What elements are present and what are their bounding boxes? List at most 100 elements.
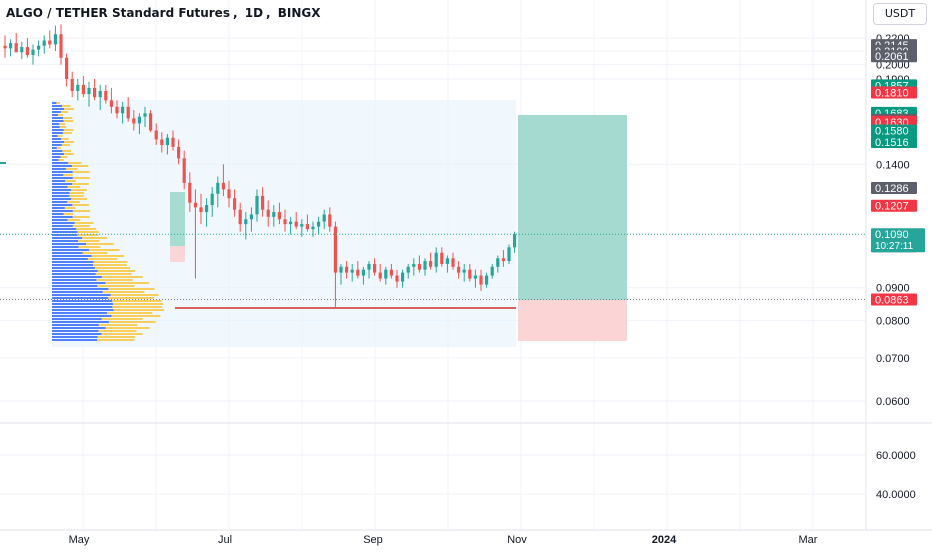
candle-body <box>328 214 332 227</box>
vp-bar-sell <box>63 174 73 176</box>
candle-body <box>87 87 91 95</box>
vp-bar-sell <box>105 327 150 329</box>
vp-bar-sell <box>60 111 69 113</box>
vp-bar-buy <box>52 246 79 248</box>
vp-bar-buy <box>52 111 61 113</box>
vp-bar-sell <box>63 129 74 131</box>
vp-bar-buy <box>52 315 112 317</box>
candle-body <box>3 45 7 49</box>
candle-body <box>384 269 388 279</box>
candle-body <box>300 224 304 227</box>
vp-bar-buy <box>52 333 102 335</box>
candle-body <box>496 258 500 267</box>
vp-bar-sell <box>72 204 90 206</box>
chart-title: ALGO / TETHER Standard Futures, 1D, BING… <box>6 6 321 20</box>
vp-bar-buy <box>52 321 109 323</box>
vp-bar-buy <box>52 186 68 188</box>
vp-bar-sell <box>98 330 137 332</box>
candle-body <box>233 198 237 210</box>
vp-bar-sell <box>101 276 143 278</box>
candle-body <box>25 47 29 56</box>
vp-bar-buy <box>52 267 95 269</box>
price-axis-ticks: 0.22000.21000.20000.19000.14000.09000.08… <box>876 33 910 408</box>
vp-bar-buy <box>52 219 68 221</box>
vp-bar-buy <box>52 183 73 185</box>
candle-body <box>289 221 293 225</box>
candle-body <box>31 49 35 56</box>
interval-label[interactable]: 1D <box>244 6 264 20</box>
candle-body <box>227 189 231 199</box>
vp-bar-sell <box>112 306 162 308</box>
vp-bar-buy <box>52 108 65 110</box>
vp-bar-sell <box>108 288 155 290</box>
exchange-label: BINGX <box>277 6 321 20</box>
candle-body <box>462 269 466 273</box>
candle-body <box>277 212 281 220</box>
vp-bar-sell <box>68 162 82 164</box>
vp-bar-buy <box>52 195 70 197</box>
vp-bar-buy <box>52 309 114 311</box>
vp-bar-sell <box>95 273 132 275</box>
candle-body <box>350 269 354 273</box>
vp-bar-buy <box>52 189 72 191</box>
price-label-box <box>871 124 917 137</box>
candle-body <box>115 106 119 114</box>
candle-body <box>333 226 337 273</box>
vp-bar-buy <box>52 327 106 329</box>
vp-bar-sell <box>97 336 136 338</box>
vp-bar-sell <box>98 324 138 326</box>
vp-bar-buy <box>52 312 108 314</box>
vp-bar-buy <box>52 285 98 287</box>
vp-bar-sell <box>76 228 97 230</box>
vp-bar-buy <box>52 141 65 143</box>
price-tick-label: 0.0800 <box>876 316 910 328</box>
vp-bar-sell <box>101 333 143 335</box>
candle-body <box>165 137 169 146</box>
vp-bar-sell <box>108 321 156 323</box>
vp-bar-buy <box>52 135 58 137</box>
vp-bar-sell <box>78 246 101 248</box>
vp-bar-buy <box>52 153 64 155</box>
symbol-name[interactable]: ALGO / TETHER Standard Futures <box>6 6 230 20</box>
candle-body <box>188 182 192 203</box>
vp-bar-buy <box>52 144 62 146</box>
vp-bar-buy <box>52 192 70 194</box>
vp-bar-buy <box>52 228 77 230</box>
vp-bar-sell <box>91 255 125 257</box>
candle-body <box>490 266 494 276</box>
vp-bar-sell <box>72 171 90 173</box>
candle-body <box>266 209 270 217</box>
candle-body <box>98 90 102 98</box>
candle-body <box>406 266 410 273</box>
vp-bar-sell <box>112 300 162 302</box>
currency-button[interactable]: USDT <box>873 3 927 25</box>
vp-bar-buy <box>52 243 86 245</box>
vp-bar-sell <box>63 213 74 215</box>
vp-bar-buy <box>52 300 113 302</box>
long-position-profit <box>518 115 627 300</box>
vp-bar-buy <box>52 117 64 119</box>
volume-profile <box>52 102 165 341</box>
vp-bar-sell <box>101 318 143 320</box>
vp-bar-sell <box>87 258 118 260</box>
vp-bar-sell <box>93 261 128 263</box>
candle-body <box>70 78 74 91</box>
candle-body <box>507 247 511 262</box>
vp-bar-buy <box>52 297 109 299</box>
vp-bar-sell <box>94 267 131 269</box>
vp-bar-buy <box>52 204 73 206</box>
price-label-text: 0.1580 <box>875 125 909 137</box>
vp-bar-sell <box>102 291 145 293</box>
vp-bar-buy <box>52 123 60 125</box>
candle-body <box>238 209 242 225</box>
vp-bar-buy <box>52 132 63 134</box>
vp-bar-buy <box>52 198 72 200</box>
vp-bar-buy <box>52 294 111 296</box>
candle-body <box>14 43 18 53</box>
candle-body <box>9 43 13 49</box>
candle-body <box>143 113 147 117</box>
price-label-box <box>871 136 917 149</box>
last-price-value: 0.1090 <box>875 229 909 241</box>
vp-bar-buy <box>52 207 65 209</box>
